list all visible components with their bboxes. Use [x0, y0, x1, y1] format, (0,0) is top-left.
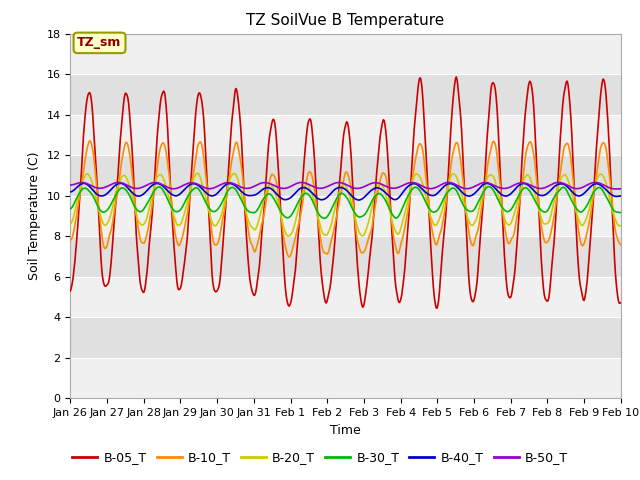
B-10_T — [86, 138, 93, 144]
B-40_T — [77, 181, 84, 187]
B-10_T — [617, 242, 625, 248]
B-05_T — [429, 272, 436, 277]
B-10_T — [414, 144, 422, 150]
B-20_T — [133, 215, 141, 220]
Bar — [70, 317, 621, 358]
Y-axis label: Soil Temperature (C): Soil Temperature (C) — [28, 152, 41, 280]
Text: TZ_sm: TZ_sm — [77, 36, 122, 49]
B-30_T — [67, 206, 74, 212]
B-40_T — [219, 185, 227, 191]
B-05_T — [218, 254, 226, 260]
B-05_T — [133, 242, 141, 248]
B-20_T — [414, 172, 422, 178]
B-40_T — [414, 182, 422, 188]
B-50_T — [413, 180, 420, 186]
B-50_T — [429, 186, 436, 192]
B-05_T — [67, 288, 74, 294]
B-20_T — [285, 233, 292, 239]
Line: B-10_T: B-10_T — [70, 141, 621, 257]
B-40_T — [190, 181, 198, 187]
B-30_T — [218, 200, 226, 205]
B-40_T — [67, 189, 74, 195]
B-30_T — [321, 216, 328, 221]
B-50_T — [612, 186, 620, 192]
Line: B-50_T: B-50_T — [70, 182, 621, 189]
Line: B-40_T: B-40_T — [70, 183, 621, 200]
B-10_T — [219, 216, 227, 222]
B-10_T — [285, 254, 293, 260]
B-20_T — [189, 178, 196, 184]
B-30_T — [133, 207, 141, 213]
B-40_T — [355, 197, 363, 203]
B-30_T — [617, 210, 625, 216]
Legend: B-05_T, B-10_T, B-20_T, B-30_T, B-40_T, B-50_T: B-05_T, B-10_T, B-20_T, B-30_T, B-40_T, … — [67, 446, 573, 469]
Bar — [70, 236, 621, 277]
B-30_T — [429, 209, 437, 215]
Title: TZ SoilVue B Temperature: TZ SoilVue B Temperature — [246, 13, 445, 28]
B-10_T — [430, 236, 438, 242]
B-30_T — [189, 187, 196, 192]
B-05_T — [413, 102, 420, 108]
B-10_T — [77, 191, 84, 196]
Bar — [70, 277, 621, 317]
Bar — [70, 358, 621, 398]
B-05_T — [189, 149, 196, 155]
B-30_T — [77, 189, 84, 194]
Bar — [70, 196, 621, 236]
Bar — [70, 115, 621, 155]
B-20_T — [67, 222, 74, 228]
Bar — [70, 74, 621, 115]
B-05_T — [617, 300, 625, 306]
B-40_T — [116, 180, 124, 186]
B-50_T — [617, 186, 625, 192]
B-50_T — [133, 186, 141, 192]
Line: B-05_T: B-05_T — [70, 77, 621, 308]
B-20_T — [219, 207, 227, 213]
B-30_T — [484, 184, 492, 190]
B-20_T — [77, 185, 84, 191]
B-10_T — [190, 169, 198, 175]
B-10_T — [67, 237, 74, 243]
B-50_T — [555, 180, 563, 185]
Bar — [70, 155, 621, 196]
B-30_T — [413, 185, 421, 191]
B-20_T — [194, 170, 202, 176]
B-20_T — [617, 223, 625, 228]
B-40_T — [617, 193, 625, 199]
B-20_T — [430, 222, 438, 228]
Line: B-20_T: B-20_T — [70, 173, 621, 236]
B-50_T — [218, 181, 226, 187]
B-05_T — [452, 74, 460, 80]
B-05_T — [77, 186, 84, 192]
B-50_T — [77, 180, 84, 185]
B-40_T — [430, 192, 438, 198]
X-axis label: Time: Time — [330, 424, 361, 437]
B-50_T — [67, 182, 74, 188]
B-50_T — [189, 180, 196, 186]
B-40_T — [134, 193, 141, 199]
B-05_T — [433, 305, 441, 311]
Bar — [70, 34, 621, 74]
Line: B-30_T: B-30_T — [70, 187, 621, 218]
B-10_T — [134, 223, 141, 228]
